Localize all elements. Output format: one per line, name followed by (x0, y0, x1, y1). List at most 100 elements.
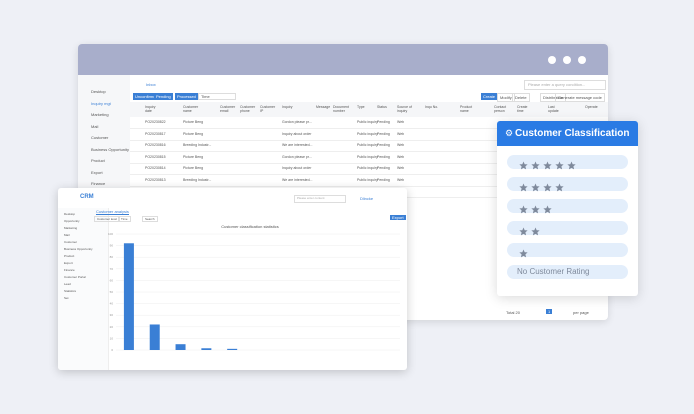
cell: Web (397, 166, 405, 170)
cell: Pending (377, 143, 390, 147)
search-box[interactable]: Please enter a query condition... (524, 80, 606, 90)
filter-tab[interactable]: Processed (175, 93, 198, 100)
cell: Picture Beng (183, 131, 204, 136)
action-button[interactable]: Modify (497, 93, 515, 102)
cell: Web (397, 143, 405, 147)
bar (201, 348, 212, 350)
rating-stars (519, 157, 579, 170)
column-header: Inquiry date (145, 105, 156, 113)
cell: PO20230817 (145, 131, 166, 136)
y-tick-label: 40 (110, 302, 114, 306)
y-tick-label: 20 (110, 325, 114, 329)
sidebar-item[interactable]: Product (91, 158, 105, 163)
column-header: Source of inquiry (397, 105, 412, 113)
sidebar-item[interactable]: Mail (64, 233, 70, 237)
sidebar-item[interactable]: Export (91, 169, 103, 175)
cell: Public inquiry (357, 120, 378, 124)
rating-option[interactable] (507, 155, 628, 170)
sidebar-item[interactable]: Finance (64, 268, 75, 272)
sidebar-item[interactable]: Inquiry mgt (91, 100, 111, 106)
user[interactable]: Dlincke (360, 196, 374, 201)
filter-input[interactable]: Time (198, 93, 236, 100)
cell: We are interested... (282, 143, 313, 147)
bar (149, 324, 160, 350)
y-tick-label: 30 (110, 313, 114, 317)
column-header: Status (377, 105, 387, 109)
cell: Breeding Industr... (183, 177, 212, 182)
cell: Web (397, 120, 405, 124)
column-header: Create time (517, 105, 528, 113)
cell: Web (397, 177, 405, 182)
filter[interactable]: Customer level (94, 216, 121, 222)
pagination-total: Total 20 (506, 310, 521, 315)
rating-option[interactable] (507, 199, 628, 214)
column-header: Last update (548, 105, 559, 113)
cell: Public inquiry (357, 177, 378, 182)
action-button[interactable]: Distribution (540, 93, 567, 102)
classification-panel: Customer Classification ⚙ No Customer Ra… (497, 121, 638, 296)
rating-option[interactable] (507, 221, 628, 236)
sidebar-item[interactable]: Customer (91, 135, 109, 140)
filter-tab[interactable]: Pending (154, 93, 173, 100)
sidebar-item[interactable]: Customer Portal (64, 275, 86, 279)
sidebar-item[interactable]: Desktop (91, 89, 106, 94)
cell: Web (397, 154, 405, 159)
sidebar-item[interactable]: Marketing (64, 226, 78, 230)
rating-option[interactable]: No Customer Rating (507, 265, 628, 279)
action-button[interactable]: Generate message code (555, 93, 605, 102)
sidebar-item[interactable]: Statistics (64, 289, 77, 293)
cell: Inquiry about order (282, 166, 312, 170)
chart-title: Customer classification statistics (221, 224, 279, 229)
sidebar-item[interactable]: Product (64, 254, 75, 258)
filter[interactable]: Time (118, 216, 131, 222)
row-line (130, 174, 608, 175)
cell: PO20230814 (145, 166, 166, 170)
column-header: Document number (333, 105, 349, 113)
export-button[interactable]: Export (390, 215, 406, 220)
sidebar-item[interactable]: Business Opportunity (64, 247, 93, 251)
sidebar-item[interactable]: Mail (91, 123, 99, 129)
content: Desktop Opportunity Marketing Mail Customer B… (58, 188, 407, 370)
y-tick-label: 80 (110, 255, 114, 259)
rating-option[interactable] (507, 177, 628, 192)
row-line (130, 128, 608, 129)
cell: PO20230816 (145, 143, 166, 147)
action-button[interactable]: Create (481, 93, 498, 100)
sidebar-item[interactable]: Export (64, 261, 73, 265)
cell: Public inquiry (357, 154, 378, 159)
pagination-page[interactable]: 1 (546, 309, 553, 314)
rating-option[interactable] (507, 243, 628, 258)
cell: Public inquiry (357, 131, 378, 136)
tab[interactable]: Customer analysis (96, 209, 129, 215)
action-button[interactable]: Delete (512, 93, 530, 102)
filter[interactable]: Search (142, 216, 158, 222)
sidebar-item[interactable]: Customer (64, 240, 78, 244)
cell: Inquiry about order (282, 131, 312, 136)
logo: CRM (80, 194, 94, 200)
sidebar (58, 208, 109, 370)
sidebar-item[interactable]: Set (64, 296, 69, 300)
sidebar-item[interactable]: Marketing (91, 112, 109, 117)
sidebar-item[interactable]: Desktop (64, 212, 76, 216)
cell: Picture Beng (183, 154, 204, 159)
sidebar-item[interactable]: Business Opportunity (91, 146, 130, 152)
cell: Pending (377, 131, 390, 136)
front-window: CRM Please enter content Dlincke Custome… (58, 188, 407, 370)
dot (548, 56, 556, 64)
rating-stars (519, 223, 543, 236)
column-header: Customer phone (240, 105, 256, 113)
cell: We are interested... (282, 177, 313, 182)
cell: PO20230813 (145, 177, 166, 182)
sidebar-item[interactable]: Finance (91, 181, 106, 186)
tab[interactable]: Inbox (146, 82, 156, 87)
search-box[interactable]: Please enter content (294, 195, 346, 203)
y-tick-label: 70 (110, 267, 114, 271)
cell: Pending (377, 154, 390, 159)
sidebar-item[interactable]: Opportunity (64, 219, 80, 223)
cell: Breeding Industr... (183, 143, 212, 147)
filter-tab[interactable]: Unconfirmed (133, 93, 160, 100)
sidebar-item[interactable]: Lead (64, 282, 71, 286)
y-tick-label: 0 (111, 348, 113, 352)
cell: Public inquiry (357, 166, 378, 170)
search-placeholder: Please enter a query condition... (528, 82, 586, 87)
